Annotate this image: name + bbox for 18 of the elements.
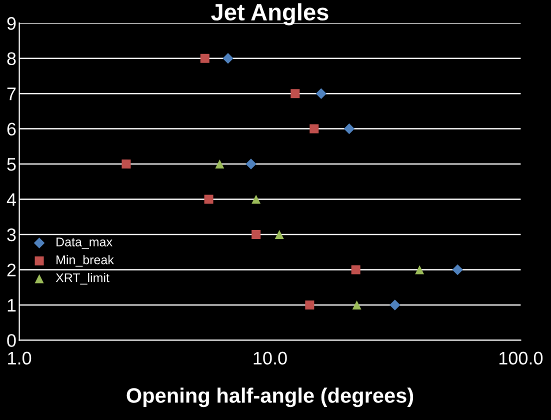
x-tick-label: 1.0: [8, 352, 32, 365]
y-tick-label: 1: [8, 299, 16, 312]
y-tick-label: 9: [7, 17, 16, 30]
y-tick-label: 6: [7, 122, 16, 136]
x-tick-label: 100.0: [499, 352, 543, 365]
legend-label: Min_break: [56, 255, 114, 267]
y-tick-label: 3: [7, 228, 16, 242]
chart-title: Jet Angles: [211, 3, 328, 26]
y-tick-label: 2: [7, 264, 16, 276]
x-tick-label: 10.0: [254, 352, 287, 365]
y-tick-label: 0: [7, 334, 16, 347]
legend-label: XRT_limit: [56, 273, 110, 285]
y-tick-label: 8: [7, 52, 16, 66]
y-tick-label: 5: [7, 158, 16, 171]
y-tick-label: 4: [6, 193, 16, 206]
x-axis-title: Opening half-angle (degrees): [126, 388, 414, 408]
y-tick-label: 7: [7, 88, 16, 100]
legend-label: Data_max: [56, 238, 112, 249]
